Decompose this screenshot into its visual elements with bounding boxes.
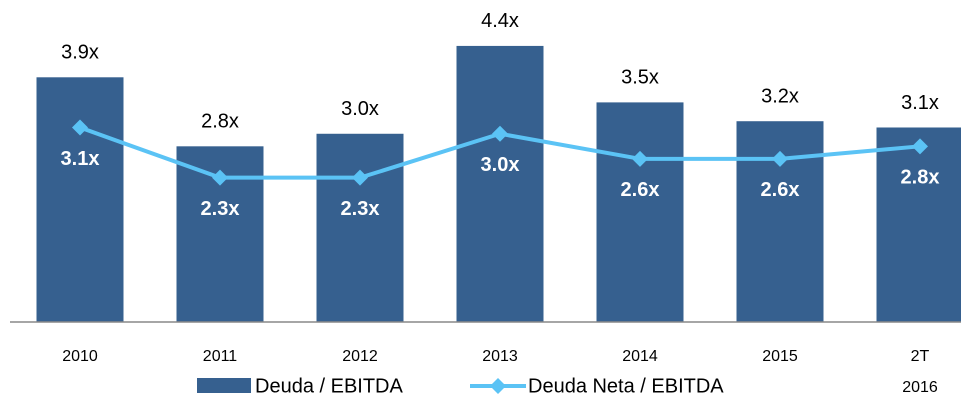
line-marker	[912, 138, 928, 155]
x-tick-label: 2013	[482, 348, 518, 365]
bar-value-label: 3.1x	[901, 92, 939, 114]
line-value-label: 2.3x	[341, 198, 380, 220]
line-value-label: 2.6x	[761, 179, 800, 201]
bar	[316, 133, 404, 322]
line-value-label: 2.8x	[901, 167, 940, 189]
x-tick-label: 2012	[342, 348, 378, 365]
legend-label: Deuda / EBITDA	[255, 375, 404, 397]
bar-value-label: 3.0x	[341, 98, 379, 120]
line-value-label: 2.6x	[621, 179, 660, 201]
bar-value-label: 4.4x	[481, 10, 519, 32]
line-value-label: 3.1x	[61, 148, 100, 170]
bar-value-label: 3.5x	[621, 67, 659, 89]
line-marker	[212, 169, 228, 186]
bar-value-label: 2.8x	[201, 111, 239, 133]
bar	[456, 45, 544, 322]
bar-value-label: 3.2x	[761, 85, 799, 107]
bar	[876, 127, 961, 322]
line-marker	[72, 119, 88, 136]
x-tick-label: 2T 2016	[902, 348, 938, 396]
legend-swatch	[197, 378, 251, 393]
line-marker	[352, 169, 368, 186]
bar-value-label: 3.9x	[61, 42, 99, 64]
bar	[36, 77, 124, 322]
line-value-label: 3.0x	[481, 154, 520, 176]
legend-label: Deuda Neta / EBITDA	[528, 375, 724, 397]
x-tick-label: 2010	[62, 348, 98, 365]
legend-swatch-marker	[490, 378, 506, 394]
line-marker	[632, 150, 648, 167]
bar	[596, 102, 684, 323]
x-tick-label: 2014	[622, 348, 658, 365]
x-tick-label: 2011	[202, 348, 238, 365]
line-value-label: 2.3x	[201, 198, 240, 220]
line-marker	[772, 150, 788, 167]
line-marker	[492, 125, 508, 142]
x-tick-label: 2015	[762, 348, 798, 365]
